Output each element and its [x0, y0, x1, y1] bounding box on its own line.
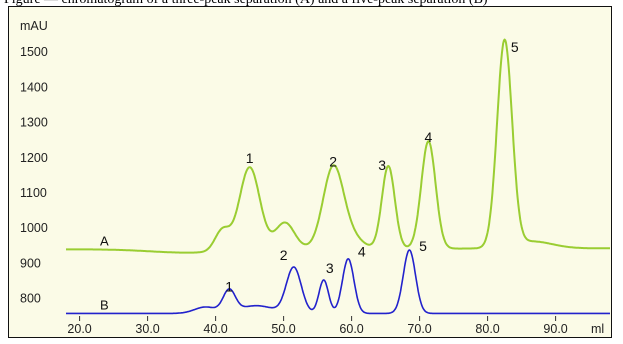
x-axis-label: ml — [591, 322, 604, 336]
peak-label-b-1: 1 — [225, 279, 233, 295]
series-b-line — [65, 249, 611, 315]
y-tick-label: 1200 — [20, 151, 48, 165]
peak-label-b-5: 5 — [419, 238, 427, 254]
y-axis-label: mAU — [20, 19, 48, 33]
plot-area — [8, 6, 612, 338]
series-curves: AB — [65, 38, 611, 315]
series-a-line — [65, 38, 611, 254]
peak-label-b-2: 2 — [280, 247, 288, 263]
y-tick-label: 1100 — [20, 186, 47, 200]
peak-label-a-5: 5 — [511, 39, 519, 55]
peak-labels: 1 2 3 4 5 1 2 3 4 5 — [225, 39, 519, 294]
x-tick-label: 70.0 — [407, 322, 431, 336]
y-tick-label: 1400 — [20, 80, 48, 94]
x-tick-label: 40.0 — [203, 322, 227, 336]
y-tick-label: 1300 — [20, 116, 48, 130]
peak-label-a-1: 1 — [246, 150, 254, 166]
series-a-tag: A — [100, 233, 109, 248]
x-tick-label: 60.0 — [339, 322, 363, 336]
x-tick-label: 20.0 — [67, 322, 91, 336]
y-tick-label: 1500 — [20, 45, 48, 59]
peak-label-b-4: 4 — [358, 243, 366, 259]
x-axis-ticks: 20.0 30.0 40.0 50.0 60.0 70.0 80.0 90.0 — [67, 316, 568, 336]
y-tick-label: 800 — [20, 292, 41, 306]
y-tick-label: 900 — [20, 256, 41, 270]
series-b-tag: B — [100, 297, 109, 312]
peak-label-a-2: 2 — [329, 154, 337, 170]
peak-label-b-3: 3 — [326, 260, 334, 276]
x-tick-label: 80.0 — [475, 322, 499, 336]
x-tick-label: 90.0 — [543, 322, 567, 336]
peak-label-a-4: 4 — [425, 129, 433, 145]
x-tick-label: 50.0 — [271, 322, 295, 336]
figure-caption: Figure — chromatogram of a three-peak se… — [4, 0, 619, 8]
y-axis-ticks: 800 900 1000 1100 1200 1300 1400 1500 — [20, 45, 48, 305]
peak-label-a-3: 3 — [378, 157, 386, 173]
x-tick-label: 30.0 — [135, 322, 159, 336]
y-tick-label: 1000 — [20, 221, 48, 235]
